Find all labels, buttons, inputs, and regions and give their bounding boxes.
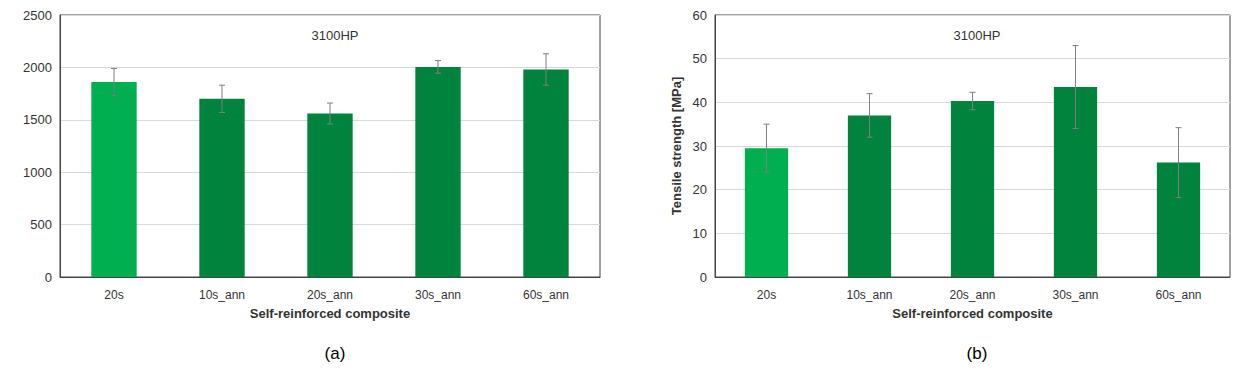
svg-text:Self-reinforced composite: Self-reinforced composite	[892, 306, 1052, 321]
svg-text:500: 500	[30, 217, 52, 232]
svg-text:(a): (a)	[325, 344, 346, 363]
svg-text:3100HP: 3100HP	[312, 28, 359, 43]
svg-text:60s_ann: 60s_ann	[523, 288, 569, 302]
svg-text:20s_ann: 20s_ann	[307, 288, 353, 302]
svg-text:60: 60	[693, 8, 707, 23]
svg-text:20s: 20s	[104, 288, 123, 302]
svg-text:60s_ann: 60s_ann	[1155, 288, 1201, 302]
svg-text:30: 30	[693, 139, 707, 154]
svg-text:10s_ann: 10s_ann	[199, 288, 245, 302]
svg-text:0: 0	[45, 270, 52, 285]
svg-text:3100HP: 3100HP	[954, 28, 1001, 43]
svg-text:20: 20	[693, 182, 707, 197]
svg-text:1000: 1000	[23, 165, 52, 180]
svg-text:10s_ann: 10s_ann	[846, 288, 892, 302]
svg-text:1500: 1500	[23, 112, 52, 127]
svg-text:40: 40	[693, 95, 707, 110]
svg-text:10: 10	[693, 226, 707, 241]
svg-text:Self-reinforced composite: Self-reinforced composite	[250, 306, 410, 321]
svg-text:2000: 2000	[23, 60, 52, 75]
svg-text:20s_ann: 20s_ann	[949, 288, 995, 302]
svg-text:30s_ann: 30s_ann	[415, 288, 461, 302]
svg-text:2500: 2500	[23, 8, 52, 23]
svg-text:Tensile strength [MPa]: Tensile strength [MPa]	[669, 77, 684, 215]
svg-text:20s: 20s	[757, 288, 776, 302]
svg-text:30s_ann: 30s_ann	[1052, 288, 1098, 302]
svg-text:50: 50	[693, 51, 707, 66]
svg-text:(b): (b)	[967, 344, 988, 363]
svg-text:0: 0	[700, 270, 707, 285]
